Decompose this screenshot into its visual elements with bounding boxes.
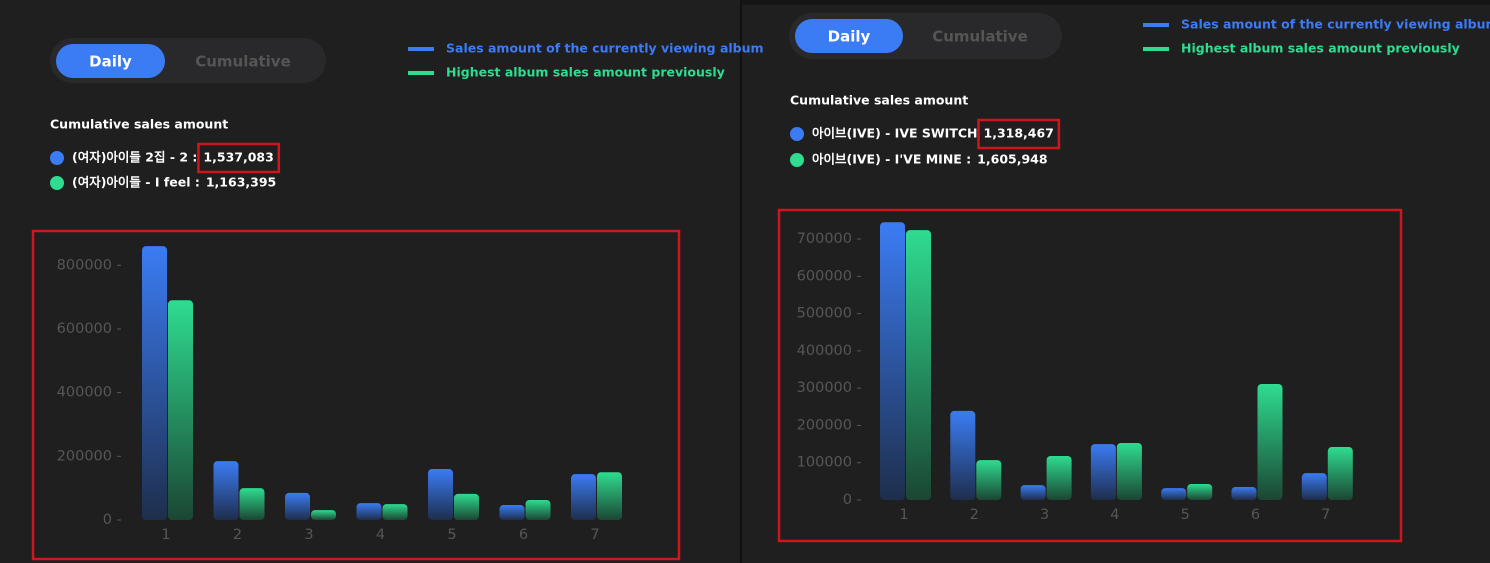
summary-title: Cumulative sales amount [790,93,968,108]
bar [168,300,193,520]
legend-swatch [408,47,434,51]
x-tick-label: 2 [970,507,979,523]
x-tick-label: 1 [899,507,908,523]
x-tick-label: 5 [1181,507,1190,523]
highlight-box [31,229,681,561]
bar [950,410,976,500]
summary-title: Cumulative sales amount [50,117,228,132]
bar [1301,473,1327,500]
y-tick-label: 700000 [797,231,852,247]
x-tick-label: 3 [304,527,313,543]
summary-name: (여자)아이들 2집 - 2 : [72,150,197,165]
toggle-button[interactable] [795,19,903,53]
bar [571,474,596,520]
bar [1187,483,1213,500]
bar [356,503,382,520]
bar [976,460,1002,500]
bar [906,230,931,500]
y-tick-label: 200000 [797,417,852,433]
x-tick-label: 3 [1040,507,1049,523]
toggle-label: Daily [89,53,132,71]
x-tick-label: 1 [161,527,170,543]
legend-label: Highest album sales amount previously [1181,41,1460,56]
bar [1327,447,1353,500]
legend-swatch [1143,23,1169,27]
bar [499,505,525,520]
y-tick-label: 300000 [797,380,852,396]
bar [239,488,265,520]
highlight-box [977,118,1061,150]
y-tick-label: 0 [103,512,112,528]
x-tick-label: 5 [447,527,456,543]
highlight-box [197,142,281,174]
bar [213,461,239,520]
bar [1090,444,1116,500]
summary-dot [790,127,804,141]
bar [142,246,167,521]
x-tick-label: 6 [519,527,528,543]
bar [1257,384,1283,500]
legend-swatch [408,71,434,75]
bar [311,510,336,520]
bar [597,472,622,520]
y-tick-label: 800000 [57,257,112,273]
x-tick-label: 7 [1321,507,1330,523]
toggle-label[interactable]: Cumulative [195,53,291,71]
summary-dot [50,176,64,190]
summary-dot [790,153,804,167]
legend-label: Sales amount of the currently viewing al… [1181,17,1490,32]
x-tick-label: 4 [1110,507,1119,523]
legend-label: Highest album sales amount previously [446,65,725,80]
highlight-box [777,208,1403,543]
summary-amount: 1,537,083 [203,150,273,165]
legend-swatch [1143,47,1169,51]
toggle-button[interactable] [56,44,165,78]
left-panel [0,0,740,563]
bar [1231,486,1257,500]
x-tick-label: 7 [590,527,599,543]
x-tick-label: 6 [1251,507,1260,523]
bar [1161,488,1187,500]
summary-name: 아이브(IVE) - IVE SWITCH [812,126,978,141]
summary-amount: 1,318,467 [984,126,1054,141]
bar [525,499,551,520]
y-tick-label: 400000 [57,385,112,401]
bar [428,469,453,520]
summary-name: 아이브(IVE) - I'VE MINE : [812,152,971,167]
x-tick-label: 2 [233,527,242,543]
top-strip [742,0,1490,5]
y-tick-label: 600000 [57,321,112,337]
legend-label: Sales amount of the currently viewing al… [446,41,764,56]
bar [382,504,408,520]
bar [454,493,479,520]
y-tick-label: 500000 [797,306,852,322]
toggle-label[interactable]: Cumulative [932,28,1028,46]
summary-name: (여자)아이들 - I feel : [72,175,200,190]
toggle-label: Daily [828,28,871,46]
bar [285,492,310,520]
y-tick-label: 200000 [57,448,112,464]
y-tick-label: 600000 [797,268,852,284]
y-tick-label: 100000 [797,455,852,471]
bar [880,222,905,500]
y-tick-label: 0 [843,492,852,508]
summary-dot [50,151,64,165]
x-tick-label: 4 [376,527,385,543]
bar [1046,456,1072,500]
summary-amount: 1,605,948 [977,152,1047,167]
right-panel [742,0,1490,563]
summary-amount: 1,163,395 [206,175,276,190]
bar [1020,485,1046,500]
y-tick-label: 400000 [797,343,852,359]
bar [1116,442,1142,500]
